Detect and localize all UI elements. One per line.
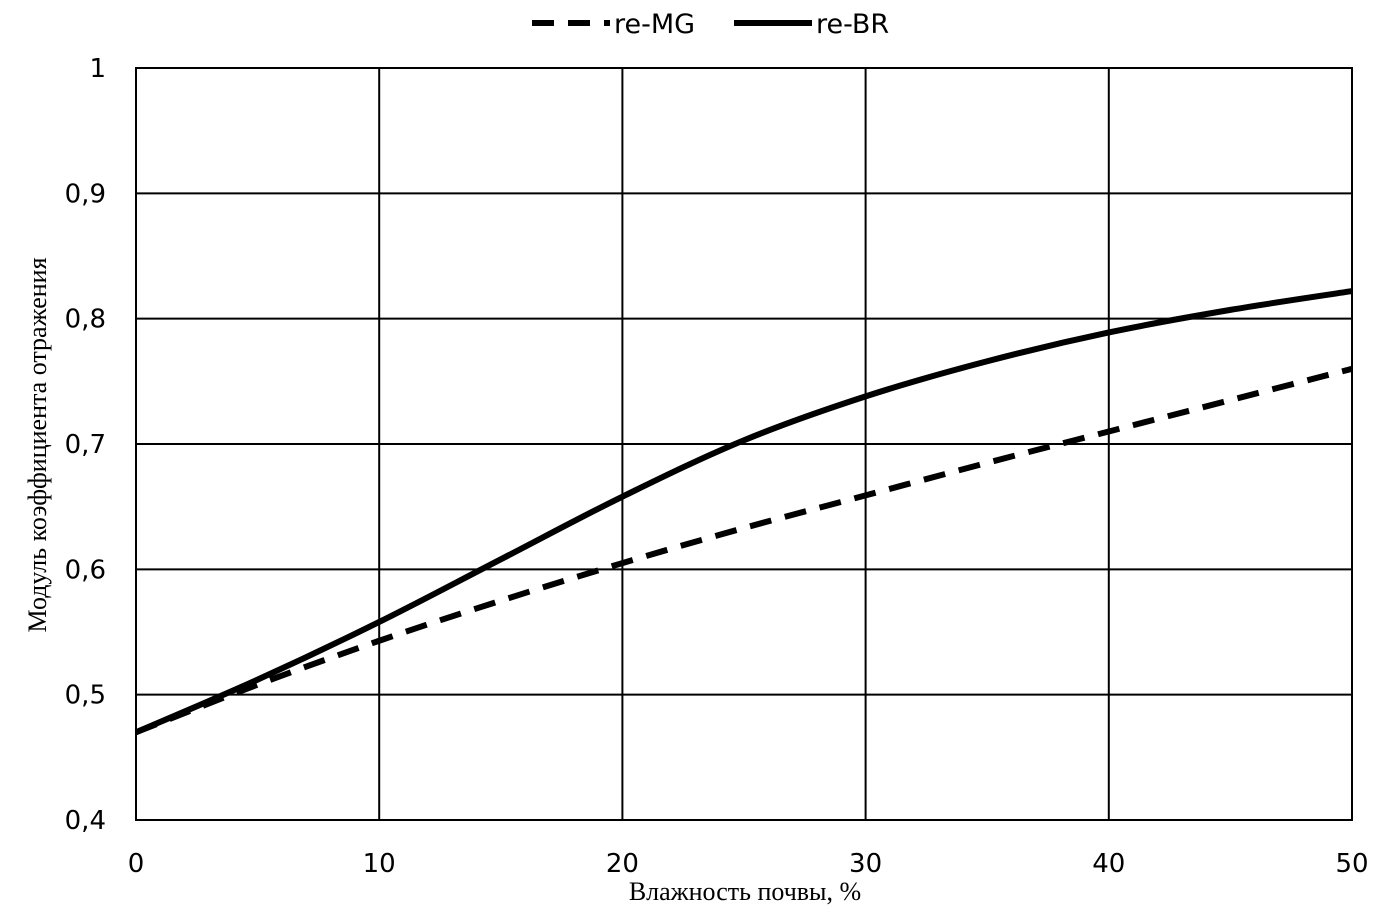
x-tick-label: 40: [1092, 849, 1125, 879]
y-tick-label: 0,5: [65, 681, 106, 711]
y-tick-label: 1: [89, 54, 106, 84]
y-tick-label: 0,8: [65, 305, 106, 335]
plot-frame: [135, 67, 1353, 821]
y-axis-title: Модуль коэффициента отражения: [23, 257, 52, 632]
y-tick-label: 0,4: [65, 806, 106, 836]
x-tick-label: 0: [128, 849, 145, 879]
legend: re-MG re-BR: [532, 9, 889, 40]
x-axis-title: Влажность почвы, %: [629, 877, 861, 906]
x-tick-label: 30: [849, 849, 882, 879]
x-tick-label: 20: [606, 849, 639, 879]
grid: [135, 67, 1353, 821]
y-tick-label: 0,9: [65, 179, 106, 209]
legend-label-re-mg: re-MG: [614, 9, 695, 40]
series-line-re-mg: [134, 365, 1353, 736]
y-tick-labels: 0,4 0,5 0,6 0,7 0,8 0,9 1: [65, 54, 106, 836]
series-line-re-br: [134, 288, 1353, 736]
x-tick-labels: 0 10 20 30 40 50: [128, 849, 1369, 879]
y-tick-label: 0,6: [65, 555, 106, 585]
x-tick-label: 50: [1335, 849, 1368, 879]
y-tick-label: 0,7: [65, 430, 106, 460]
series-layer: [134, 288, 1353, 736]
legend-label-re-br: re-BR: [816, 9, 889, 40]
x-tick-label: 10: [363, 849, 396, 879]
